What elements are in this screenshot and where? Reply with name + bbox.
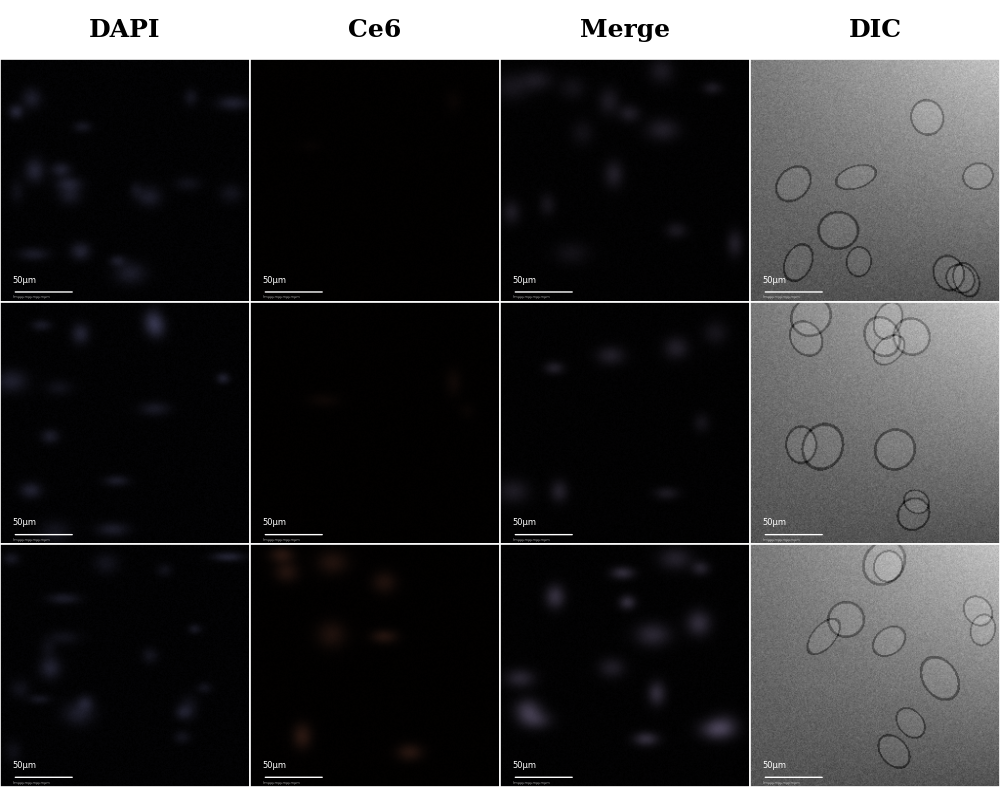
Text: 50μm: 50μm [262,275,287,285]
Text: hmμμμmμμmμμmμm: hmμμμmμμmμμmμm [512,295,550,299]
Text: 50μm: 50μm [262,761,287,770]
Text: hmμμμmμμmμμmμm: hmμμμmμμmμμmμm [262,295,300,299]
Text: hmμμμmμμmμμmμm: hmμμμmμμmμμmμm [763,295,800,299]
Text: Ce6: Ce6 [348,17,402,42]
Text: 50μm: 50μm [763,519,786,527]
Text: hmμμμmμμmμμmμm: hmμμμmμμmμμmμm [262,781,300,785]
Text: hmμμμmμμmμμmμm: hmμμμmμμmμμmμm [12,781,50,785]
Text: 50μm: 50μm [512,761,536,770]
Text: 50μm: 50μm [512,519,536,527]
Text: 50μm: 50μm [12,275,36,285]
Text: 50μm: 50μm [12,761,36,770]
Text: DAPI: DAPI [89,17,161,42]
Text: hmμμμmμμmμμmμm: hmμμμmμμmμμmμm [12,295,50,299]
Text: hmμμμmμμmμμmμm: hmμμμmμμmμμmμm [12,538,50,542]
Text: 50μm: 50μm [512,275,536,285]
Text: hmμμμmμμmμμmμm: hmμμμmμμmμμmμm [512,781,550,785]
Text: 50μm: 50μm [763,275,786,285]
Text: DIC: DIC [848,17,902,42]
Text: hmμμμmμμmμμmμm: hmμμμmμμmμμmμm [763,781,800,785]
Text: 50μm: 50μm [12,519,36,527]
Text: hmμμμmμμmμμmμm: hmμμμmμμmμμmμm [512,538,550,542]
Text: 50μm: 50μm [262,519,287,527]
Text: hmμμμmμμmμμmμm: hmμμμmμμmμμmμm [763,538,800,542]
Text: hmμμμmμμmμμmμm: hmμμμmμμmμμmμm [262,538,300,542]
Text: Merge: Merge [580,17,670,42]
Text: 50μm: 50μm [763,761,786,770]
